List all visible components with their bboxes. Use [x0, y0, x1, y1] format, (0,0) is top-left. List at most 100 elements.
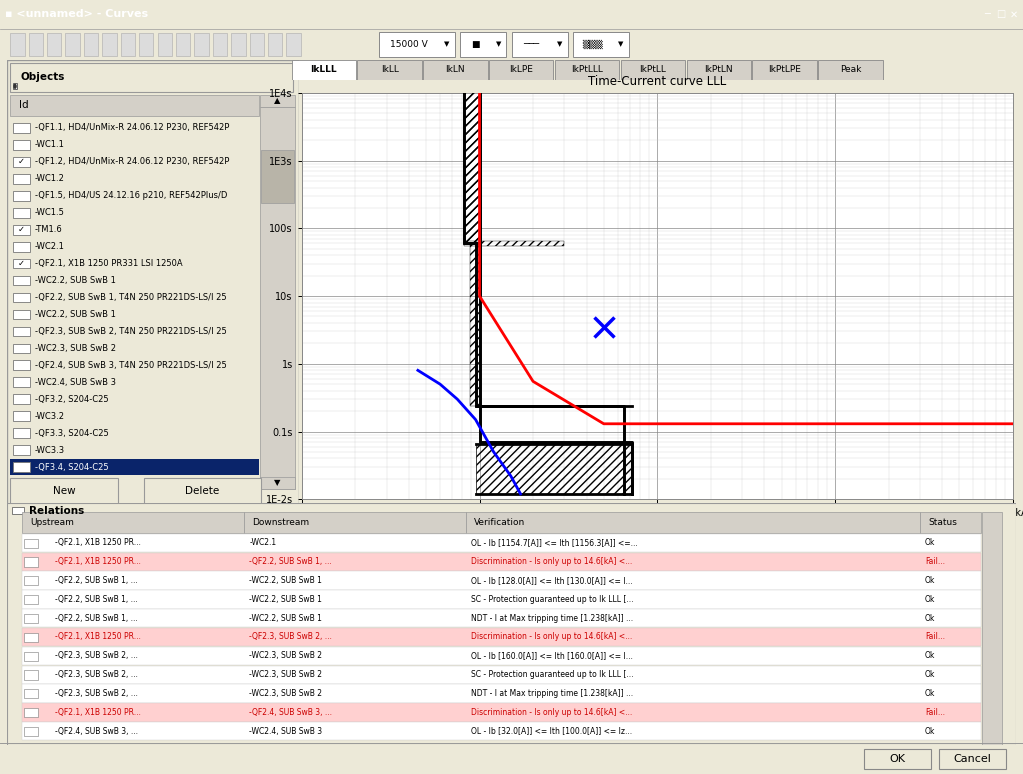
Text: ▼: ▼ — [557, 42, 563, 47]
Text: -QF2.1, X1B 1250 PR331 LSI 1250A: -QF2.1, X1B 1250 PR331 LSI 1250A — [35, 259, 182, 268]
Bar — [176, 33, 190, 56]
Bar — [268, 33, 282, 56]
Text: Ok: Ok — [925, 576, 935, 585]
Bar — [13, 123, 31, 132]
Bar — [25, 670, 39, 680]
Text: -QF2.3, SUB SwB 2, ...: -QF2.3, SUB SwB 2, ... — [250, 632, 332, 642]
Text: Ok: Ok — [925, 538, 935, 547]
Bar — [23, 571, 980, 590]
Bar — [13, 395, 31, 404]
Bar — [12, 507, 25, 514]
Text: -WC3.2: -WC3.2 — [35, 412, 64, 421]
Bar — [13, 276, 31, 286]
Bar — [752, 60, 816, 80]
Bar — [920, 512, 980, 533]
Bar — [621, 60, 685, 80]
Text: ■: ■ — [471, 40, 480, 49]
Bar — [23, 534, 980, 552]
Text: Relations: Relations — [30, 505, 85, 515]
Bar — [424, 60, 488, 80]
Bar — [13, 83, 17, 90]
Bar — [231, 33, 246, 56]
Bar — [25, 595, 39, 604]
Text: SC - Protection guaranteed up to Ik LLL [...: SC - Protection guaranteed up to Ik LLL … — [472, 594, 633, 604]
Text: IkPtLLL: IkPtLLL — [571, 65, 603, 74]
Text: Upstream: Upstream — [31, 518, 75, 527]
Bar — [13, 327, 31, 337]
Bar — [250, 33, 264, 56]
Text: ✓: ✓ — [18, 225, 26, 234]
Text: -WC2.4, SUB SwB 3: -WC2.4, SUB SwB 3 — [250, 727, 322, 735]
Text: OL - Ib [128.0[A]] <= Ith [130.0[A]] <= I...: OL - Ib [128.0[A]] <= Ith [130.0[A]] <= … — [472, 576, 633, 585]
Text: -WC2.4, SUB SwB 3: -WC2.4, SUB SwB 3 — [35, 378, 116, 387]
Text: Ok: Ok — [925, 594, 935, 604]
Text: -QF3.2, S204-C25: -QF3.2, S204-C25 — [35, 395, 108, 404]
Text: -QF1.2, HD4/UnMix-R 24.06.12 P230, REF542P: -QF1.2, HD4/UnMix-R 24.06.12 P230, REF54… — [35, 157, 229, 166]
Text: ✓: ✓ — [18, 157, 26, 166]
Text: SC - Protection guaranteed up to Ik LLL [...: SC - Protection guaranteed up to Ik LLL … — [472, 670, 633, 679]
Bar — [23, 647, 980, 665]
Bar — [102, 33, 117, 56]
Bar — [10, 459, 260, 474]
Text: □: □ — [995, 9, 1006, 19]
Bar — [144, 478, 261, 505]
Text: -QF2.4, SUB SwB 3, T4N 250 PR221DS-LS/I 25: -QF2.4, SUB SwB 3, T4N 250 PR221DS-LS/I … — [35, 361, 227, 370]
Bar — [25, 577, 39, 585]
Bar — [23, 666, 980, 684]
Text: Peak: Peak — [840, 65, 861, 74]
Bar — [13, 140, 31, 149]
Bar — [286, 33, 301, 56]
Text: ▪ <unnamed> - Curves: ▪ <unnamed> - Curves — [5, 9, 148, 19]
Text: -WC3.3: -WC3.3 — [35, 446, 65, 455]
Bar — [13, 174, 31, 183]
Bar — [260, 108, 295, 489]
Bar — [25, 708, 39, 717]
Circle shape — [13, 84, 16, 89]
Bar — [13, 378, 31, 387]
Bar — [25, 557, 39, 567]
Text: -QF2.4, SUB SwB 3, ...: -QF2.4, SUB SwB 3, ... — [54, 727, 137, 735]
Bar — [213, 33, 227, 56]
Text: ▼: ▼ — [444, 42, 450, 47]
Text: Fail...: Fail... — [925, 707, 945, 717]
Bar — [260, 94, 295, 108]
Bar — [13, 190, 31, 200]
Bar — [864, 749, 931, 769]
Bar — [261, 149, 294, 204]
Text: IkLN: IkLN — [446, 65, 465, 74]
Bar — [10, 63, 293, 91]
Text: Downstream: Downstream — [253, 518, 309, 527]
Bar — [573, 32, 629, 57]
Text: -QF2.1, X1B 1250 PR...: -QF2.1, X1B 1250 PR... — [54, 632, 140, 642]
Text: -QF3.4, S204-C25: -QF3.4, S204-C25 — [35, 463, 108, 471]
Text: Cancel: Cancel — [953, 754, 991, 763]
Bar — [23, 609, 980, 628]
Bar — [29, 33, 43, 56]
Text: OL - Ib [32.0[A]] <= Ith [100.0[A]] <= Iz...: OL - Ib [32.0[A]] <= Ith [100.0[A]] <= I… — [472, 727, 632, 735]
Bar — [23, 722, 980, 741]
Text: ▼: ▼ — [274, 478, 280, 488]
Text: OK: OK — [890, 754, 905, 763]
Text: -WC2.3, SUB SwB 2: -WC2.3, SUB SwB 2 — [250, 670, 322, 679]
Text: ▼: ▼ — [618, 42, 624, 47]
Bar — [466, 512, 920, 533]
Text: Ok: Ok — [925, 727, 935, 735]
Text: Verification: Verification — [475, 518, 526, 527]
Bar — [981, 512, 1002, 774]
Bar — [13, 293, 31, 303]
Text: ▒▒▒: ▒▒▒ — [582, 39, 604, 50]
Text: Fail...: Fail... — [925, 557, 945, 566]
Text: ─: ─ — [984, 9, 990, 19]
Bar — [13, 344, 31, 354]
Text: New: New — [53, 486, 76, 496]
Bar — [260, 477, 295, 489]
Bar — [25, 633, 39, 642]
Bar — [13, 259, 31, 269]
Bar — [23, 628, 980, 646]
Bar — [379, 32, 455, 57]
Text: Delete: Delete — [185, 486, 220, 496]
Text: ✕: ✕ — [1010, 9, 1018, 19]
Text: -QF1.5, HD4/US 24.12.16 p210, REF542Plus/D: -QF1.5, HD4/US 24.12.16 p210, REF542Plus… — [35, 191, 227, 200]
Text: Ok: Ok — [925, 689, 935, 698]
Text: Discrimination - Is only up to 14.6[kA] <...: Discrimination - Is only up to 14.6[kA] … — [472, 707, 632, 717]
